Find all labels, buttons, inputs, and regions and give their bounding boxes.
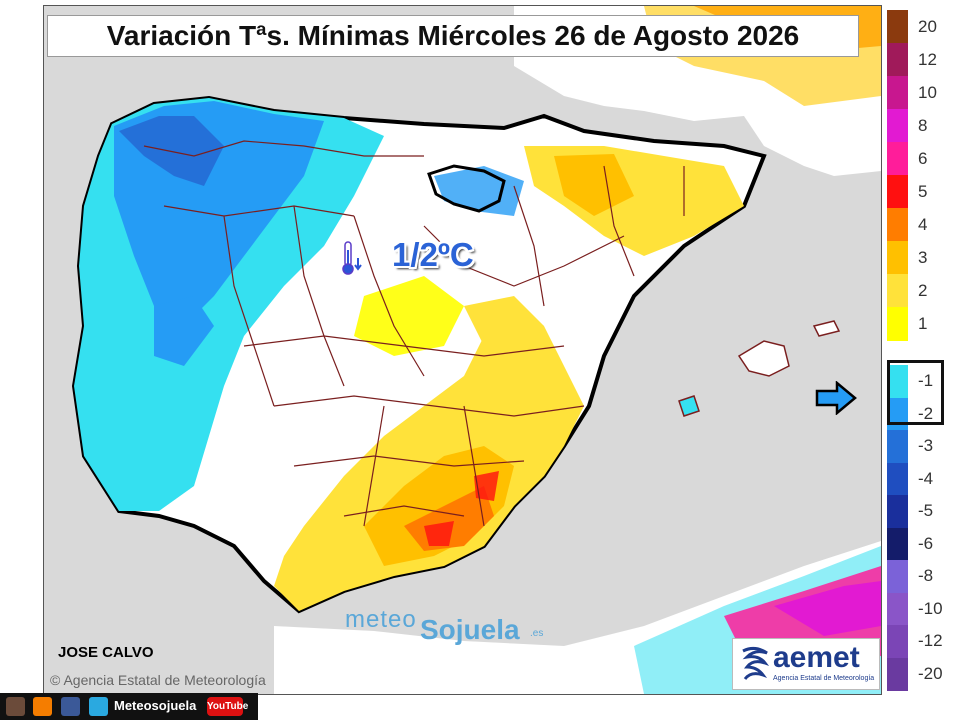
legend-swatch xyxy=(887,43,908,77)
menorca xyxy=(812,320,841,337)
aemet-emblem-icon xyxy=(742,646,770,680)
blogger-icon[interactable] xyxy=(33,697,52,716)
legend-swatch xyxy=(887,657,908,691)
brand-suffix: .es xyxy=(530,628,544,639)
facebook-icon[interactable] xyxy=(61,697,80,716)
map-title: Variación Tªs. Mínimas Miércoles 26 de A… xyxy=(47,15,859,57)
legend-label: 4 xyxy=(918,214,928,234)
pointer-arrow-icon xyxy=(815,381,857,415)
legend-label: -10 xyxy=(918,598,943,618)
agency-name: Agencia Estatal de Meteorología xyxy=(63,672,266,688)
legend-label: -12 xyxy=(918,631,943,651)
aemet-name: aemet xyxy=(773,641,860,674)
legend-swatch xyxy=(887,527,908,561)
legend-label: -2 xyxy=(918,403,934,423)
legend-swatch xyxy=(887,365,908,398)
legend-swatch xyxy=(887,175,908,209)
legend-swatch xyxy=(887,274,908,308)
legend-label: 8 xyxy=(918,115,928,135)
legend-label: -4 xyxy=(918,468,934,488)
variation-value-label: 1/2ºC xyxy=(392,236,474,273)
brand-part1: meteo xyxy=(345,606,417,633)
legend-swatch xyxy=(887,109,908,143)
author-credit: JOSE CALVO xyxy=(58,644,154,661)
legend-swatch xyxy=(887,208,908,242)
legend-label: -6 xyxy=(918,533,934,553)
legend-swatch xyxy=(887,495,908,528)
copyright-icon: © xyxy=(50,672,61,688)
youtube-icon[interactable]: YouTube xyxy=(207,697,248,716)
meteosojuela-watermark: meteo Sojuela .es xyxy=(345,600,555,648)
legend-swatch xyxy=(887,307,908,341)
agency-credit: © Agencia Estatal de Meteorología xyxy=(50,672,266,688)
legend-label: 12 xyxy=(918,49,937,69)
ibiza xyxy=(678,395,700,417)
thermometer-down-icon xyxy=(342,241,362,275)
social-handle[interactable]: Meteosojuela xyxy=(114,698,197,713)
legend-swatch xyxy=(887,560,908,593)
legend-label: -5 xyxy=(918,501,934,521)
legend-swatch xyxy=(887,462,908,496)
temperature-variation-map xyxy=(44,6,881,694)
brand-part2: Sojuela xyxy=(420,614,520,645)
legend-label: 1 xyxy=(918,313,928,333)
legend-label: 20 xyxy=(918,16,937,36)
legend-label: -3 xyxy=(918,436,934,456)
la-rioja-outline xyxy=(427,164,506,213)
legend-swatch xyxy=(887,592,908,626)
legend-label: 6 xyxy=(918,148,928,168)
legend-swatch xyxy=(887,142,908,176)
legend-highlight-box xyxy=(887,360,944,425)
legend-label: 10 xyxy=(918,82,937,102)
map-frame xyxy=(43,5,882,695)
twitter-icon[interactable] xyxy=(89,697,108,716)
legend-swatch xyxy=(887,76,908,110)
legend-label: 3 xyxy=(918,247,928,267)
legend-label: 2 xyxy=(918,280,928,300)
legend-swatch xyxy=(887,430,908,463)
social-bar: Meteosojuela YouTube xyxy=(0,693,258,720)
legend-label: -20 xyxy=(918,663,943,683)
mallorca xyxy=(737,340,790,377)
instagram-icon[interactable] xyxy=(6,697,25,716)
legend-swatch xyxy=(887,625,908,658)
legend-swatch xyxy=(887,10,908,44)
legend-label: 5 xyxy=(918,181,928,201)
legend-swatch xyxy=(887,241,908,275)
aemet-logo: aemet Agencia Estatal de Meteorología xyxy=(732,638,880,690)
legend-label: -1 xyxy=(918,371,934,391)
color-legend: 20 12 10 8 6 5 4 3 2 1 -1 -2 -3 -4 -5 -6 -8 -10 -12 -20 xyxy=(887,5,960,693)
aemet-subtitle: Agencia Estatal de Meteorología xyxy=(773,675,875,682)
legend-label: -8 xyxy=(918,566,934,586)
